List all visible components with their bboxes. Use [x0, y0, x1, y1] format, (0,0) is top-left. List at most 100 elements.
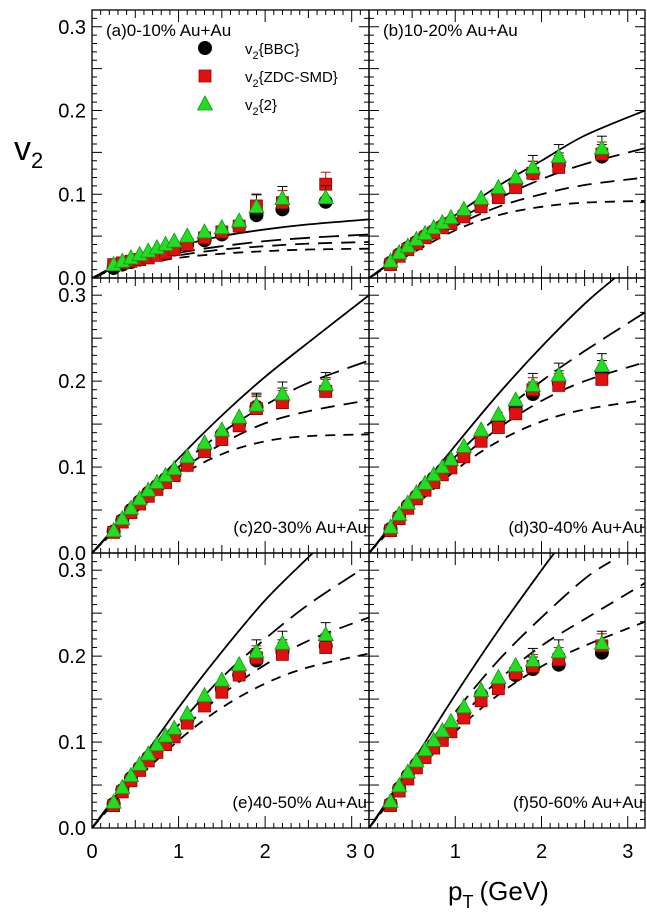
curve-short-dash — [369, 399, 645, 553]
curve-medium-dash — [369, 582, 645, 828]
x-axis-title: pT (GeV) — [448, 876, 549, 912]
point-two — [507, 168, 524, 184]
y-tick-label: 0.0 — [58, 268, 86, 290]
panel-c: (c)20-30% Au+Au — [91, 277, 370, 554]
point-two — [524, 376, 542, 392]
point-two — [166, 459, 183, 476]
point-two — [442, 712, 460, 728]
point-two — [274, 189, 291, 205]
point-two — [196, 223, 213, 239]
point-zdc — [474, 434, 488, 448]
point-zdc — [491, 421, 505, 434]
point-two — [166, 232, 183, 248]
point-two — [408, 483, 425, 500]
legend-label-two: v2{2} — [245, 97, 277, 118]
model-curves — [92, 218, 369, 278]
point-two — [157, 727, 174, 743]
y-tick-label: 0.1 — [58, 457, 86, 479]
point-zdc — [491, 682, 505, 696]
point-two — [472, 421, 490, 437]
point-two — [248, 396, 265, 412]
point-zdc — [457, 711, 471, 725]
data-points — [382, 135, 611, 272]
point-two — [105, 521, 122, 538]
y-tick-label: 0.3 — [58, 285, 86, 307]
curve-short-dash — [92, 433, 369, 553]
point-two — [317, 375, 334, 391]
curve-long-dash — [369, 311, 645, 553]
data-points — [105, 622, 334, 813]
point-two — [550, 366, 567, 382]
panel-label: (a)0-10% Au+Au — [106, 21, 231, 40]
panel-label: (d)30-40% Au+Au — [508, 518, 643, 537]
point-two — [550, 642, 567, 659]
point-two — [317, 188, 334, 205]
y-tick-label: 0.3 — [58, 17, 86, 39]
point-two — [114, 509, 131, 526]
model-curves — [369, 553, 645, 828]
panel-d: (d)30-40% Au+Au — [368, 277, 646, 554]
point-two — [122, 766, 140, 782]
data-points — [105, 372, 334, 539]
ticks — [368, 277, 646, 554]
point-zdc — [552, 161, 566, 174]
y-tick-label: 0.1 — [58, 732, 86, 754]
x-tick-label: 3 — [346, 841, 357, 863]
point-two — [391, 505, 408, 521]
point-two — [507, 656, 524, 672]
panels: (a)0-10% Au+Au 0.0 0.1 0.2 0.3 (b)10-20% Au+A… — [58, 9, 646, 863]
point-two — [131, 755, 148, 771]
point-two — [593, 634, 611, 650]
point-two — [399, 763, 416, 779]
point-two — [140, 481, 157, 497]
point-two — [196, 434, 213, 450]
legend-marker-zdc — [198, 69, 212, 83]
point-two — [399, 494, 416, 510]
point-two — [472, 189, 490, 205]
point-two — [213, 671, 231, 687]
data-points — [105, 171, 334, 275]
panel-e: (e)40-50% Au+Au — [91, 552, 370, 829]
point-two — [179, 704, 196, 721]
point-two — [248, 642, 265, 659]
point-two — [434, 458, 451, 474]
x-tick-label: 2 — [260, 841, 271, 863]
point-two — [507, 391, 524, 407]
point-two — [274, 385, 291, 401]
point-two — [105, 793, 122, 809]
point-two — [472, 681, 490, 697]
point-two — [391, 777, 408, 793]
point-two — [382, 518, 399, 534]
point-two — [230, 655, 248, 672]
point-two — [122, 499, 140, 515]
legend-label-zdc: v2{ZDC-SMD} — [245, 69, 338, 90]
y-tick-label: 0.2 — [58, 646, 86, 668]
y-tick-label: 0.2 — [58, 101, 86, 123]
point-two — [248, 197, 265, 214]
point-two — [490, 668, 507, 685]
point-two — [213, 218, 231, 235]
point-two — [131, 490, 148, 506]
point-two — [317, 625, 334, 642]
panel-label: (e)40-50% Au+Au — [232, 793, 367, 812]
point-two — [593, 356, 611, 373]
point-two — [490, 178, 507, 194]
y-tick-label: 0.0 — [58, 543, 86, 565]
ticks — [91, 552, 370, 829]
x-tick-label: 3 — [622, 841, 633, 863]
point-zdc — [215, 685, 229, 699]
point-two — [230, 212, 248, 228]
point-two — [382, 252, 399, 268]
point-two — [179, 447, 196, 464]
y-tick-label: 0.0 — [58, 818, 86, 840]
data-points — [382, 630, 611, 813]
data-points — [382, 353, 611, 538]
legend-marker-bbc — [198, 41, 212, 55]
y-axis-title: v2 — [14, 130, 43, 173]
point-two — [166, 719, 183, 735]
point-two — [274, 634, 291, 650]
x-tick-label: 0 — [363, 841, 374, 863]
panel-b: (b)10-20% Au+Au — [368, 9, 646, 279]
x-tick-label: 0 — [86, 841, 97, 863]
